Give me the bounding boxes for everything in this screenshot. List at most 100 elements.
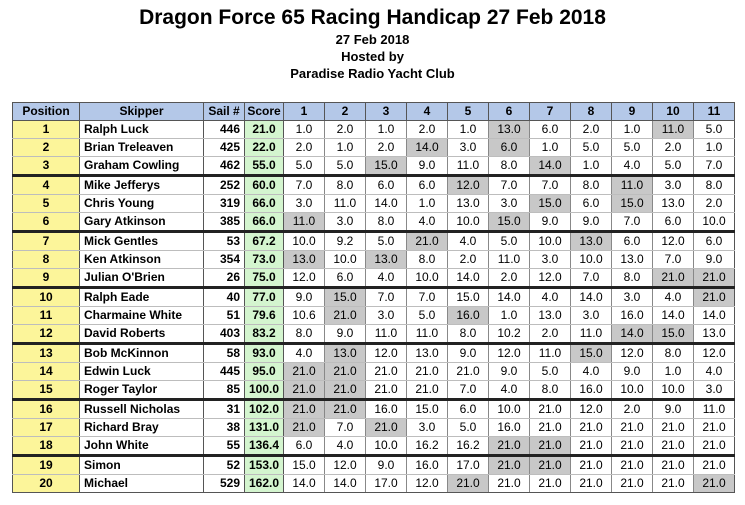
skipper-cell: Charmaine White — [79, 306, 204, 325]
race-result-cell: 21.0 — [570, 436, 612, 457]
race-result-cell: 6.0 — [365, 175, 407, 195]
position-cell: 17 — [12, 418, 80, 437]
table-row: 13 Bob McKinnon 58 93.0 4.0 13.0 12.0 13.0 9.0 12… — [12, 343, 735, 363]
table-row: 9 Julian O'Brien 26 75.0 12.0 6.0 4.0 10.0 14.0 2… — [12, 268, 735, 289]
race-result-cell: 21.0 — [447, 474, 489, 493]
race-result-cell: 12.0 — [652, 231, 694, 251]
race-result-cell: 9.0 — [488, 362, 530, 381]
race-result-cell: 1.0 — [529, 138, 571, 157]
race-result-cell: 2.0 — [693, 194, 735, 213]
race-result-cell: 11.0 — [488, 250, 530, 269]
race-result-cell: 1.0 — [365, 120, 407, 139]
skipper-cell: Russell Nicholas — [79, 399, 204, 419]
race-result-cell: 6.0 — [652, 212, 694, 233]
race-result-cell: 15.0 — [447, 287, 489, 307]
race-result-cell: 21.0 — [652, 474, 694, 493]
sail-number-cell: 40 — [203, 287, 245, 307]
skipper-cell: Roger Taylor — [79, 380, 204, 401]
race-result-cell: 9.0 — [365, 455, 407, 475]
race-result-cell: 11.0 — [283, 212, 325, 233]
race-result-cell: 9.0 — [447, 343, 489, 363]
race-result-cell: 11.0 — [365, 324, 407, 345]
race-result-cell: 21.0 — [693, 418, 735, 437]
table-row: 20 Michael 529 162.0 14.0 14.0 17.0 12.0 21.0 21.… — [12, 474, 735, 493]
race-result-cell: 21.0 — [447, 362, 489, 381]
race-result-cell: 12.0 — [693, 343, 735, 363]
race-result-cell: 2.0 — [652, 138, 694, 157]
sail-number-cell: 252 — [203, 175, 245, 195]
race-result-cell: 6.0 — [283, 436, 325, 457]
race-result-cell: 3.0 — [652, 175, 694, 195]
position-cell: 9 — [12, 268, 80, 289]
sail-number-cell: 26 — [203, 268, 245, 289]
table-body: 1 Ralph Luck 446 21.0 1.0 2.0 1.0 2.0 1.0 13.0 6.0… — [12, 120, 735, 493]
race-result-cell: 14.0 — [324, 474, 366, 493]
race-result-cell: 21.0 — [324, 380, 366, 401]
table-row: 12 David Roberts 403 83.2 8.0 9.0 11.0 11.0 8.0 1… — [12, 324, 735, 345]
race-result-cell: 15.0 — [283, 455, 325, 475]
race-result-cell: 14.0 — [570, 287, 612, 307]
sail-number-cell: 85 — [203, 380, 245, 401]
race-result-cell: 4.0 — [447, 231, 489, 251]
race-result-cell: 5.0 — [447, 418, 489, 437]
race-result-cell: 5.0 — [324, 156, 366, 177]
race-result-cell: 21.0 — [570, 418, 612, 437]
race-result-cell: 11.0 — [693, 399, 735, 419]
race-result-cell: 9.0 — [693, 250, 735, 269]
race-result-cell: 4.0 — [529, 287, 571, 307]
race-result-cell: 6.0 — [570, 194, 612, 213]
position-cell: 12 — [12, 324, 80, 345]
score-cell: 22.0 — [244, 138, 284, 157]
skipper-cell: John White — [79, 436, 204, 457]
column-header: 9 — [611, 102, 653, 121]
race-result-cell: 15.0 — [652, 324, 694, 345]
position-cell: 15 — [12, 380, 80, 401]
race-result-cell: 9.0 — [611, 362, 653, 381]
race-result-cell: 5.0 — [693, 120, 735, 139]
skipper-cell: Bob McKinnon — [79, 343, 204, 363]
race-result-cell: 21.0 — [365, 418, 407, 437]
race-result-cell: 8.0 — [652, 343, 694, 363]
column-header: 3 — [365, 102, 407, 121]
sail-number-cell: 462 — [203, 156, 245, 177]
position-cell: 18 — [12, 436, 80, 457]
race-result-cell: 12.0 — [406, 474, 448, 493]
position-cell: 6 — [12, 212, 80, 233]
score-cell: 67.2 — [244, 231, 284, 251]
race-result-cell: 6.0 — [447, 399, 489, 419]
race-result-cell: 13.0 — [283, 250, 325, 269]
race-result-cell: 2.0 — [611, 399, 653, 419]
skipper-cell: David Roberts — [79, 324, 204, 345]
race-result-cell: 21.0 — [611, 455, 653, 475]
sail-number-cell: 55 — [203, 436, 245, 457]
column-header: Position — [12, 102, 80, 121]
race-result-cell: 2.0 — [529, 324, 571, 345]
skipper-cell: Ken Atkinson — [79, 250, 204, 269]
race-result-cell: 6.0 — [406, 175, 448, 195]
race-result-cell: 8.0 — [488, 156, 530, 177]
sail-number-cell: 403 — [203, 324, 245, 345]
race-result-cell: 1.0 — [447, 120, 489, 139]
position-cell: 7 — [12, 231, 80, 251]
race-result-cell: 2.0 — [324, 120, 366, 139]
race-result-cell: 7.0 — [365, 287, 407, 307]
skipper-cell: Simon — [79, 455, 204, 475]
race-result-cell: 21.0 — [693, 436, 735, 457]
race-result-cell: 10.0 — [488, 399, 530, 419]
sail-number-cell: 319 — [203, 194, 245, 213]
race-result-cell: 7.0 — [529, 175, 571, 195]
race-result-cell: 13.0 — [529, 306, 571, 325]
race-result-cell: 16.0 — [447, 306, 489, 325]
race-result-cell: 21.0 — [283, 380, 325, 401]
skipper-cell: Mick Gentles — [79, 231, 204, 251]
sail-number-cell: 529 — [203, 474, 245, 493]
race-result-cell: 16.2 — [447, 436, 489, 457]
race-result-cell: 2.0 — [283, 138, 325, 157]
race-result-cell: 21.0 — [529, 455, 571, 475]
race-result-cell: 16.2 — [406, 436, 448, 457]
report-title: Dragon Force 65 Racing Handicap 27 Feb 2… — [139, 6, 606, 29]
skipper-cell: Edwin Luck — [79, 362, 204, 381]
race-result-cell: 13.0 — [570, 231, 612, 251]
race-result-cell: 7.0 — [283, 175, 325, 195]
column-header: 8 — [570, 102, 612, 121]
